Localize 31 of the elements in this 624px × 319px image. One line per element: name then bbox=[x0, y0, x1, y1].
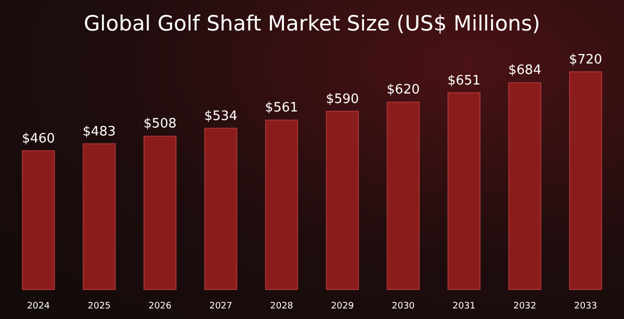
data-label: $620 bbox=[386, 82, 420, 98]
bar bbox=[82, 143, 116, 290]
x-tick-label: 2032 bbox=[513, 302, 536, 312]
x-tick-label: 2029 bbox=[330, 302, 354, 312]
x-tick-label: 2027 bbox=[209, 302, 232, 312]
x-tick-label: 2031 bbox=[452, 302, 476, 312]
x-tick-label: 2024 bbox=[26, 302, 50, 312]
bar bbox=[386, 102, 420, 290]
bar bbox=[569, 71, 602, 290]
x-tick-label: 2028 bbox=[270, 302, 294, 312]
x-tick-label: 2026 bbox=[148, 302, 172, 312]
chart-title: Global Golf Shaft Market Size (US$ Millions) bbox=[84, 12, 540, 36]
data-label: $590 bbox=[326, 92, 359, 107]
data-label: $483 bbox=[82, 124, 116, 140]
bar bbox=[508, 82, 542, 290]
data-label: $460 bbox=[22, 131, 55, 146]
x-tick-label: 2033 bbox=[574, 302, 598, 312]
bar bbox=[144, 136, 176, 290]
bar bbox=[22, 150, 55, 290]
data-label: $534 bbox=[204, 108, 238, 124]
data-label: $508 bbox=[143, 116, 177, 132]
bar bbox=[204, 128, 238, 290]
bar bbox=[265, 120, 298, 290]
x-tick-label: 2025 bbox=[88, 302, 111, 312]
data-label: $684 bbox=[508, 63, 542, 78]
bar bbox=[448, 92, 480, 290]
x-tick-label: 2030 bbox=[392, 302, 415, 312]
bar bbox=[326, 110, 359, 290]
data-label: $561 bbox=[265, 100, 298, 116]
data-label: $720 bbox=[569, 52, 602, 68]
data-label: $651 bbox=[447, 73, 481, 88]
